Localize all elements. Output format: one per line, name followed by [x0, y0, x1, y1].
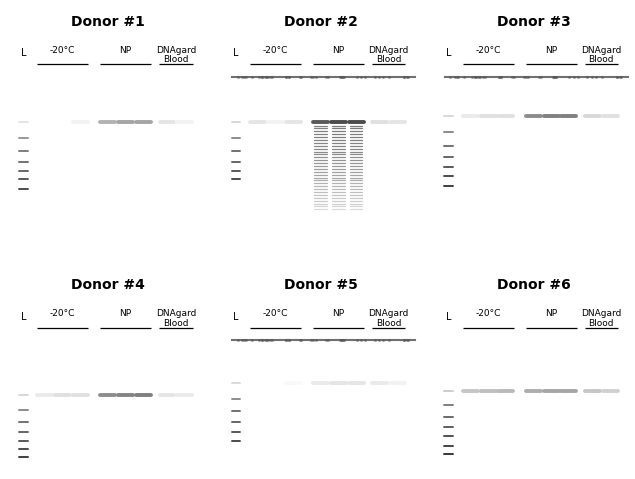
Text: L: L — [20, 312, 26, 322]
Text: -20°C: -20°C — [263, 309, 288, 318]
Text: Donor #3: Donor #3 — [497, 14, 570, 29]
Text: NP: NP — [332, 46, 344, 55]
Text: NP: NP — [332, 309, 344, 318]
Text: L: L — [446, 312, 451, 322]
Text: DNAgard
Blood: DNAgard Blood — [581, 309, 622, 328]
Text: -20°C: -20°C — [50, 46, 76, 55]
Text: DNAgard
Blood: DNAgard Blood — [156, 309, 196, 328]
Text: NP: NP — [545, 46, 557, 55]
Text: -20°C: -20°C — [50, 309, 76, 318]
Text: Donor #1: Donor #1 — [71, 14, 145, 29]
Text: NP: NP — [545, 309, 557, 318]
Text: -20°C: -20°C — [263, 46, 288, 55]
Text: DNAgard
Blood: DNAgard Blood — [368, 46, 409, 64]
Text: DNAgard
Blood: DNAgard Blood — [581, 46, 622, 64]
Text: DNAgard
Blood: DNAgard Blood — [368, 309, 409, 328]
Text: Donor #5: Donor #5 — [284, 278, 358, 292]
Text: Donor #6: Donor #6 — [497, 278, 570, 292]
Text: Donor #2: Donor #2 — [284, 14, 358, 29]
Text: DNAgard
Blood: DNAgard Blood — [156, 46, 196, 64]
Text: NP: NP — [119, 46, 131, 55]
Text: L: L — [233, 312, 239, 322]
Text: L: L — [446, 48, 451, 58]
Text: NP: NP — [119, 309, 131, 318]
Text: L: L — [233, 48, 239, 58]
Text: -20°C: -20°C — [476, 309, 501, 318]
Text: L: L — [20, 48, 26, 58]
Text: Donor #4: Donor #4 — [71, 278, 145, 292]
Text: -20°C: -20°C — [476, 46, 501, 55]
